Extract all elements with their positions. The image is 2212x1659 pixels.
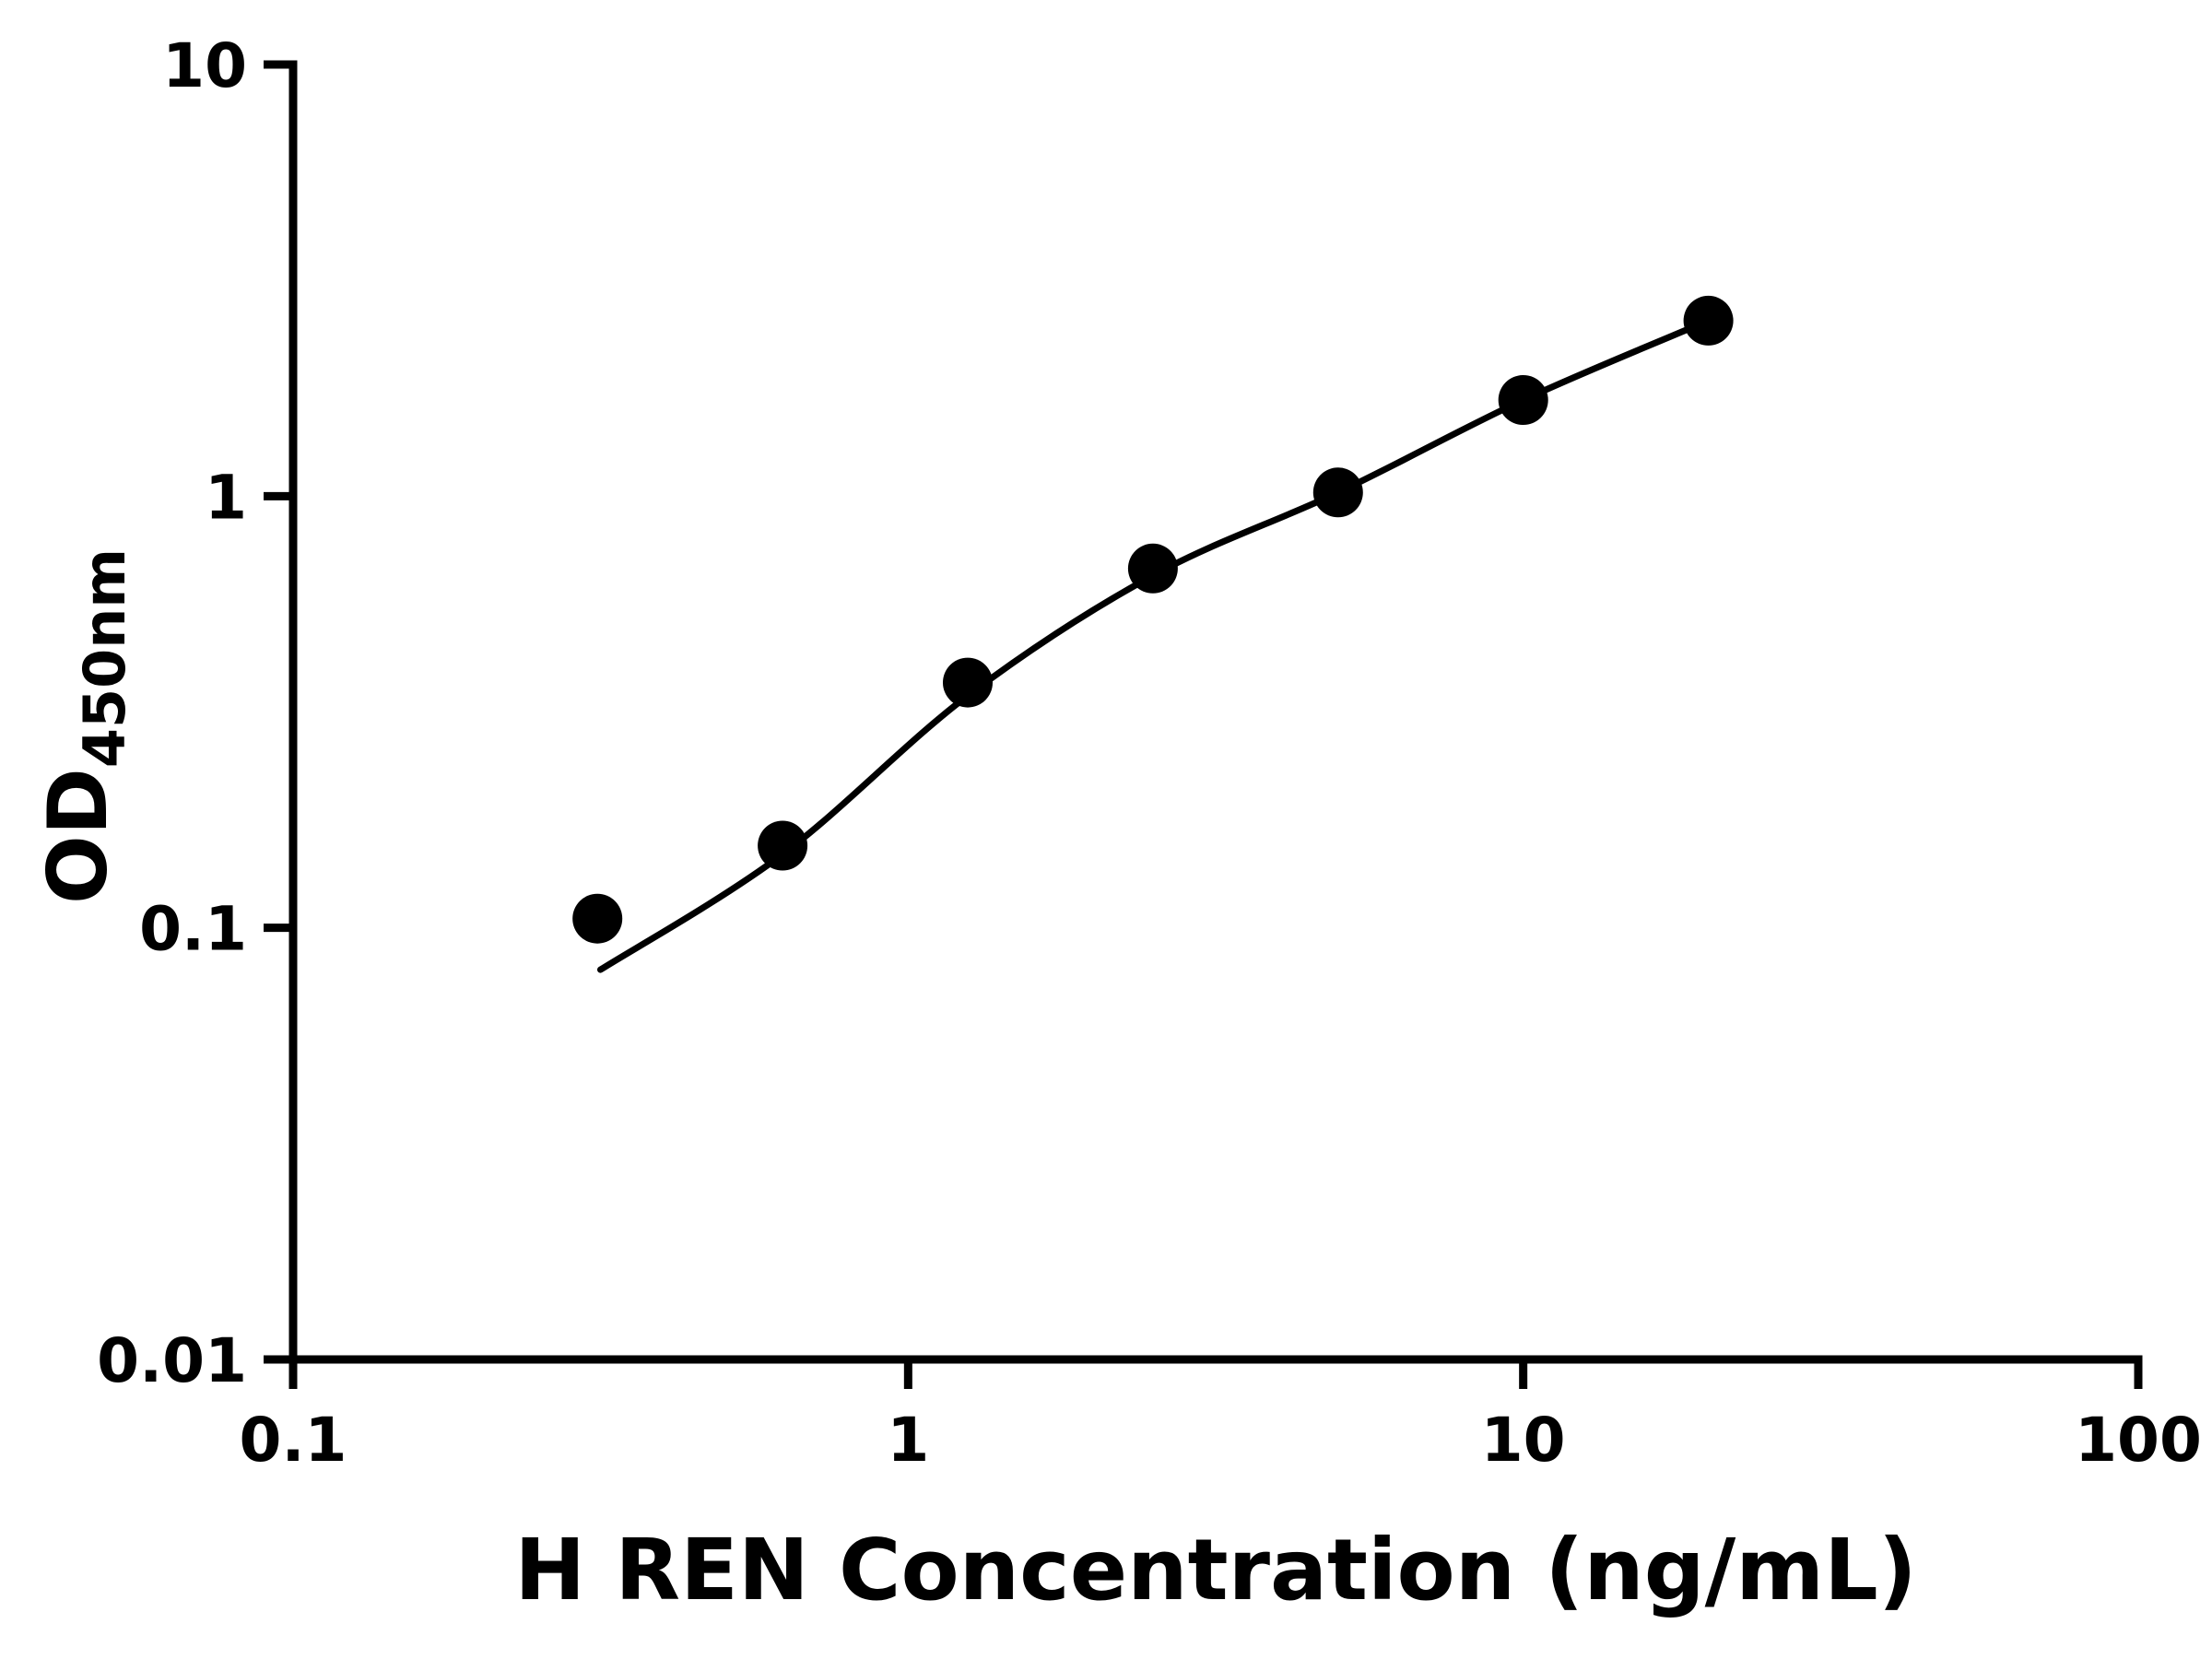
y-tick-label: 1 [205, 462, 247, 533]
y-tick-label: 10 [162, 30, 247, 101]
y-axis-title-sub: 450nm [71, 548, 138, 768]
x-tick-label: 0.1 [240, 1405, 347, 1476]
x-tick-label: 100 [2075, 1405, 2202, 1476]
x-axis-title: H REN Concentration (ng/mL) [514, 1521, 1917, 1619]
y-axis-title-main: OD [30, 768, 125, 904]
y-tick-label: 0.01 [97, 1325, 247, 1396]
data-point [943, 657, 993, 708]
data-point [572, 893, 623, 944]
x-tick-label: 1 [887, 1405, 929, 1476]
fit-curve [597, 317, 1712, 973]
data-point [1312, 467, 1363, 518]
data-point [758, 820, 808, 871]
data-point [1127, 543, 1178, 594]
y-axis-title: OD450nm [30, 548, 138, 904]
data-point [1498, 375, 1548, 425]
y-tick-label: 0.1 [139, 894, 247, 965]
x-tick-label: 10 [1481, 1405, 1566, 1476]
data-point [1683, 295, 1734, 346]
